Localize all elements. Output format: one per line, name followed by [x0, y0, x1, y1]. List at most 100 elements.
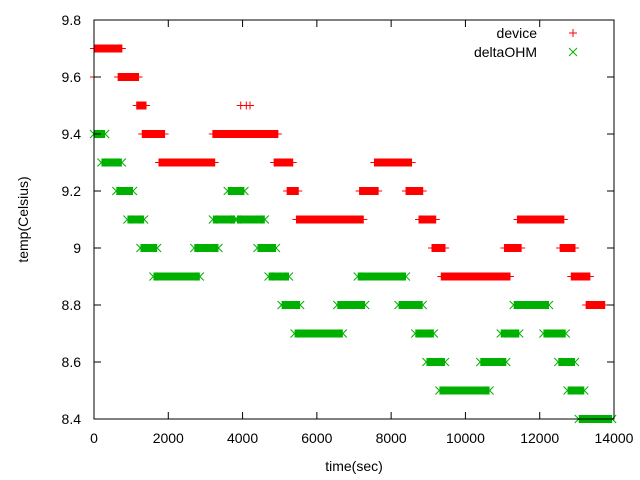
- data-point: [136, 243, 145, 253]
- data-point: [208, 215, 218, 224]
- data-point: [559, 215, 568, 224]
- data-run: [114, 73, 143, 81]
- data-point: [570, 357, 580, 367]
- data-run: [428, 244, 449, 252]
- data-point: [288, 158, 297, 167]
- data-point: [422, 357, 431, 367]
- data-run: [332, 300, 370, 310]
- legend-item: device: [497, 25, 577, 41]
- data-run: [232, 215, 270, 224]
- x-tick-label: 10000: [446, 430, 485, 446]
- data-point: [544, 300, 554, 310]
- data-point: [496, 329, 506, 338]
- legend: device deltaOHM: [474, 25, 578, 60]
- data-point: [138, 130, 147, 138]
- data-point: [410, 329, 420, 338]
- data-point: [132, 101, 141, 110]
- data-point: [100, 129, 110, 139]
- legend-label: device: [497, 25, 538, 41]
- data-point: [139, 215, 149, 224]
- data-run: [264, 272, 294, 281]
- data-point: [500, 244, 509, 252]
- axis-ticks: [93, 19, 615, 420]
- data-run: [223, 186, 249, 196]
- data-point: [513, 215, 522, 224]
- data-point: [418, 300, 428, 310]
- legend-label: deltaOHM: [474, 44, 537, 60]
- data-point: [407, 158, 416, 167]
- y-tick-label: 9.8: [62, 12, 82, 28]
- plot-area: [89, 44, 617, 424]
- data-point: [152, 243, 162, 253]
- data-run: [97, 158, 127, 167]
- data-point: [214, 243, 223, 253]
- data-point: [283, 187, 292, 195]
- legend-item: deltaOHM: [474, 44, 578, 60]
- data-point: [117, 44, 126, 53]
- data-run: [513, 215, 568, 224]
- data-run: [292, 215, 368, 224]
- x-tick-label: 6000: [301, 430, 332, 446]
- data-point: [189, 243, 199, 253]
- x-tick-label: 8000: [376, 430, 407, 446]
- data-run: [415, 215, 440, 224]
- y-tick-label: 8.6: [62, 354, 82, 370]
- y-axis-label: temp(Celsius): [15, 176, 31, 262]
- data-run: [509, 300, 554, 310]
- y-tick-label: 9.4: [62, 126, 82, 142]
- data-point: [338, 329, 348, 338]
- data-run: [563, 386, 589, 395]
- data-point: [253, 243, 262, 253]
- plus-marker-icon: [569, 29, 577, 37]
- data-run: [496, 329, 524, 338]
- data-run: [123, 215, 149, 224]
- data-point: [134, 73, 143, 81]
- x-tick-label: 0: [90, 430, 98, 446]
- data-point: [429, 329, 439, 338]
- y-tick-label: 9.6: [62, 69, 82, 85]
- data-point: [359, 215, 368, 224]
- data-point: [374, 187, 383, 195]
- data-point: [271, 243, 281, 253]
- data-run: [435, 386, 494, 395]
- data-point: [240, 186, 249, 196]
- data-run: [475, 357, 511, 367]
- data-point: [117, 158, 127, 167]
- data-run: [132, 101, 150, 110]
- data-run: [553, 357, 580, 367]
- data-point: [264, 272, 273, 281]
- data-point: [128, 186, 138, 196]
- data-point: [431, 215, 440, 224]
- x-tick-label: 4000: [227, 430, 258, 446]
- data-point: [208, 130, 217, 138]
- data-run: [208, 130, 282, 138]
- data-point: [435, 386, 444, 395]
- data-point: [294, 187, 303, 195]
- data-point: [292, 215, 301, 224]
- data-point: [571, 244, 579, 252]
- data-run: [277, 300, 305, 310]
- data-run: [539, 329, 571, 338]
- data-point: [506, 272, 514, 281]
- data-point: [485, 386, 494, 395]
- data-run: [138, 130, 169, 138]
- data-point: [567, 272, 576, 281]
- x-tick-label: 12000: [520, 430, 559, 446]
- data-point: [415, 215, 423, 224]
- data-run: [410, 329, 439, 338]
- y-tick-label: 9: [73, 240, 81, 256]
- data-point: [360, 300, 370, 310]
- data-point: [114, 73, 123, 81]
- data-point: [517, 244, 526, 252]
- series-deltaOHM: [89, 129, 617, 424]
- data-run: [90, 44, 126, 53]
- y-tick-label: 8.4: [62, 411, 82, 427]
- data-point: [332, 300, 342, 310]
- data-run: [556, 244, 579, 252]
- axis-tick-labels: 0 2000 4000 6000 8000 10000 12000 14000 8.4 8.6 8.…: [62, 12, 634, 446]
- data-point: [563, 386, 572, 395]
- data-point: [97, 158, 106, 167]
- data-point: [260, 215, 270, 224]
